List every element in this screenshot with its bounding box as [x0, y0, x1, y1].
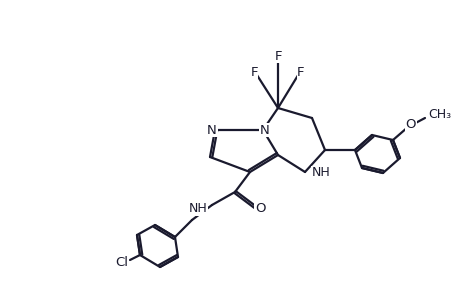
- Text: Cl: Cl: [115, 255, 129, 268]
- Text: N: N: [260, 123, 270, 136]
- Text: NH: NH: [312, 167, 331, 179]
- Text: N: N: [207, 123, 217, 136]
- Text: F: F: [250, 66, 258, 80]
- Text: CH₃: CH₃: [428, 108, 451, 122]
- Text: O: O: [255, 203, 265, 215]
- Text: F: F: [297, 66, 305, 80]
- Text: O: O: [406, 119, 416, 131]
- Text: F: F: [274, 49, 282, 63]
- Text: NH: NH: [188, 203, 207, 215]
